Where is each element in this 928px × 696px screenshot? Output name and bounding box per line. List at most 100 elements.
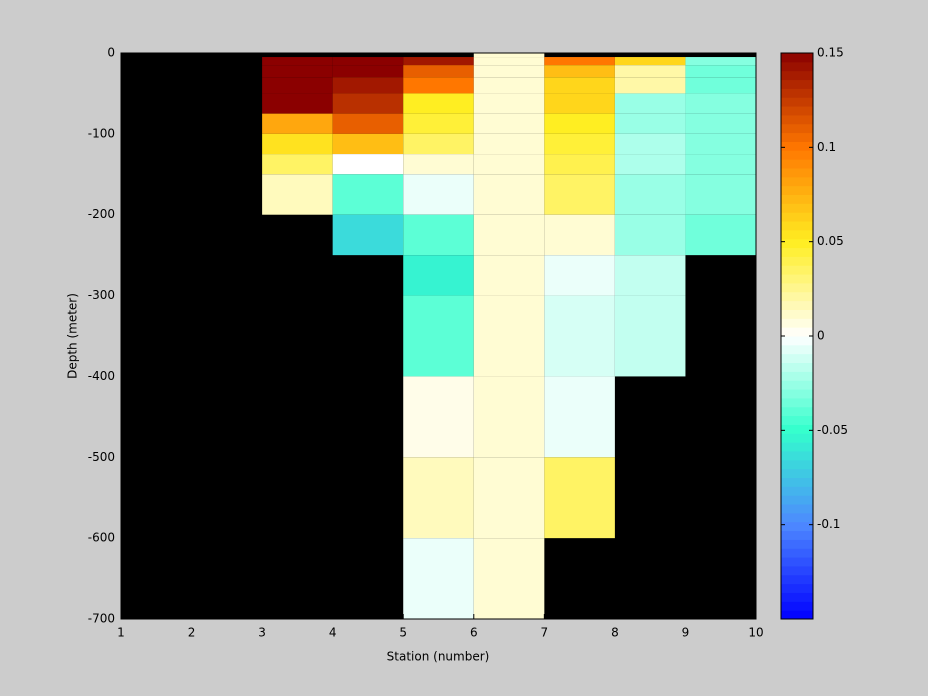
colorbar-swatch <box>781 318 813 328</box>
y-tick-label: -200 <box>88 207 115 221</box>
heatmap-cell <box>403 133 474 155</box>
heatmap-cell <box>685 93 756 114</box>
colorbar-swatch <box>781 97 813 107</box>
colorbar-swatch <box>781 221 813 231</box>
colorbar-swatch <box>781 176 813 187</box>
colorbar-swatch <box>781 291 813 302</box>
heatmap-cell <box>473 376 545 458</box>
colorbar-swatch <box>781 344 813 355</box>
colorbar-swatch <box>781 300 813 310</box>
heatmap-cell <box>614 255 686 296</box>
heatmap-cell <box>473 457 545 539</box>
colorbar-swatch <box>781 70 813 81</box>
y-tick-label: -600 <box>88 531 115 545</box>
y-tick-label: -400 <box>88 369 115 383</box>
colorbar-swatch <box>781 141 813 151</box>
colorbar-swatch <box>781 274 813 284</box>
heatmap-cell <box>614 93 686 114</box>
heatmap-cell <box>685 113 756 134</box>
heatmap-cell <box>614 65 686 78</box>
heatmap-cell <box>685 57 756 66</box>
colorbar-swatch <box>781 459 813 470</box>
heatmap-cell <box>403 214 474 256</box>
colorbar-swatch <box>781 150 813 160</box>
colorbar-swatch <box>781 132 813 142</box>
y-tick-label: -500 <box>88 450 115 464</box>
colorbar-swatch <box>781 185 813 195</box>
colorbar-swatch <box>781 530 813 540</box>
heatmap-cell <box>332 174 404 215</box>
heatmap-cell <box>614 133 686 155</box>
colorbar-swatch <box>781 106 813 116</box>
heatmap-cell <box>403 174 474 215</box>
heatmap-cell <box>403 113 474 134</box>
heatmap-cell <box>544 154 615 175</box>
colorbar-swatch <box>781 477 813 487</box>
colorbar-swatch <box>781 265 813 275</box>
x-tick-label: 5 <box>399 626 407 640</box>
heatmap-cell <box>332 113 404 134</box>
heatmap-cell <box>403 57 474 66</box>
heatmap-cell <box>544 255 615 296</box>
heatmap-cell <box>473 538 545 619</box>
colorbar-swatch <box>781 167 813 178</box>
heatmap-cell <box>332 133 404 155</box>
colorbar-swatch <box>781 521 813 532</box>
heatmap-cell <box>544 174 615 215</box>
heatmap-cell <box>614 57 686 66</box>
heatmap <box>262 53 756 619</box>
colorbar-swatch <box>781 512 813 523</box>
heatmap-cell <box>473 154 545 175</box>
heatmap-cell <box>473 65 545 78</box>
colorbar-swatch <box>781 389 813 399</box>
x-tick-label: 6 <box>470 626 478 640</box>
colorbar-swatch <box>781 309 813 319</box>
heatmap-cell <box>685 154 756 175</box>
colorbar-swatch <box>781 539 813 549</box>
colorbar-swatch <box>781 61 813 72</box>
heatmap-cell <box>614 113 686 134</box>
heatmap-cell <box>544 65 615 78</box>
colorbar-swatch <box>781 468 813 478</box>
colorbar-swatch <box>781 380 813 390</box>
colorbar-swatch <box>781 114 813 125</box>
heatmap-cell <box>262 113 333 134</box>
y-tick-label: -700 <box>88 612 115 626</box>
heatmap-cell <box>403 255 474 296</box>
heatmap-cell <box>614 154 686 175</box>
heatmap-cell <box>544 214 615 256</box>
heatmap-cell <box>262 154 333 175</box>
colorbar-swatch <box>781 256 813 266</box>
heatmap-cell <box>403 457 474 539</box>
heatmap-cell <box>685 174 756 215</box>
heatmap-cell <box>473 255 545 296</box>
colorbar-swatch <box>781 583 813 593</box>
x-tick-label: 8 <box>611 626 619 640</box>
colorbar-swatch <box>781 610 813 620</box>
heatmap-cell <box>403 65 474 78</box>
x-axis-label: Station (number) <box>387 650 490 664</box>
heatmap-cell <box>332 93 404 114</box>
colorbar-swatch <box>781 371 813 381</box>
y-tick-label: -300 <box>88 288 115 302</box>
colorbar-swatch <box>781 495 813 505</box>
heatmap-cell <box>685 133 756 155</box>
colorbar-swatch <box>781 353 813 364</box>
colorbar-swatch <box>781 557 813 567</box>
colorbar-tick-label: 0.05 <box>817 234 844 248</box>
colorbar-swatch <box>781 336 813 346</box>
heatmap-cell <box>544 133 615 155</box>
colorbar-swatch <box>781 486 813 496</box>
heatmap-cell <box>403 77 474 94</box>
colorbar-swatch <box>781 406 813 417</box>
colorbar-swatch <box>781 282 813 293</box>
axes-frame <box>120 52 757 620</box>
colorbar-swatch <box>781 450 813 461</box>
colorbar-swatch <box>781 601 813 611</box>
heatmap-cell <box>544 113 615 134</box>
heatmap-cell <box>403 376 474 458</box>
colorbar-swatch <box>781 159 813 169</box>
colorbar-swatch <box>781 433 813 443</box>
